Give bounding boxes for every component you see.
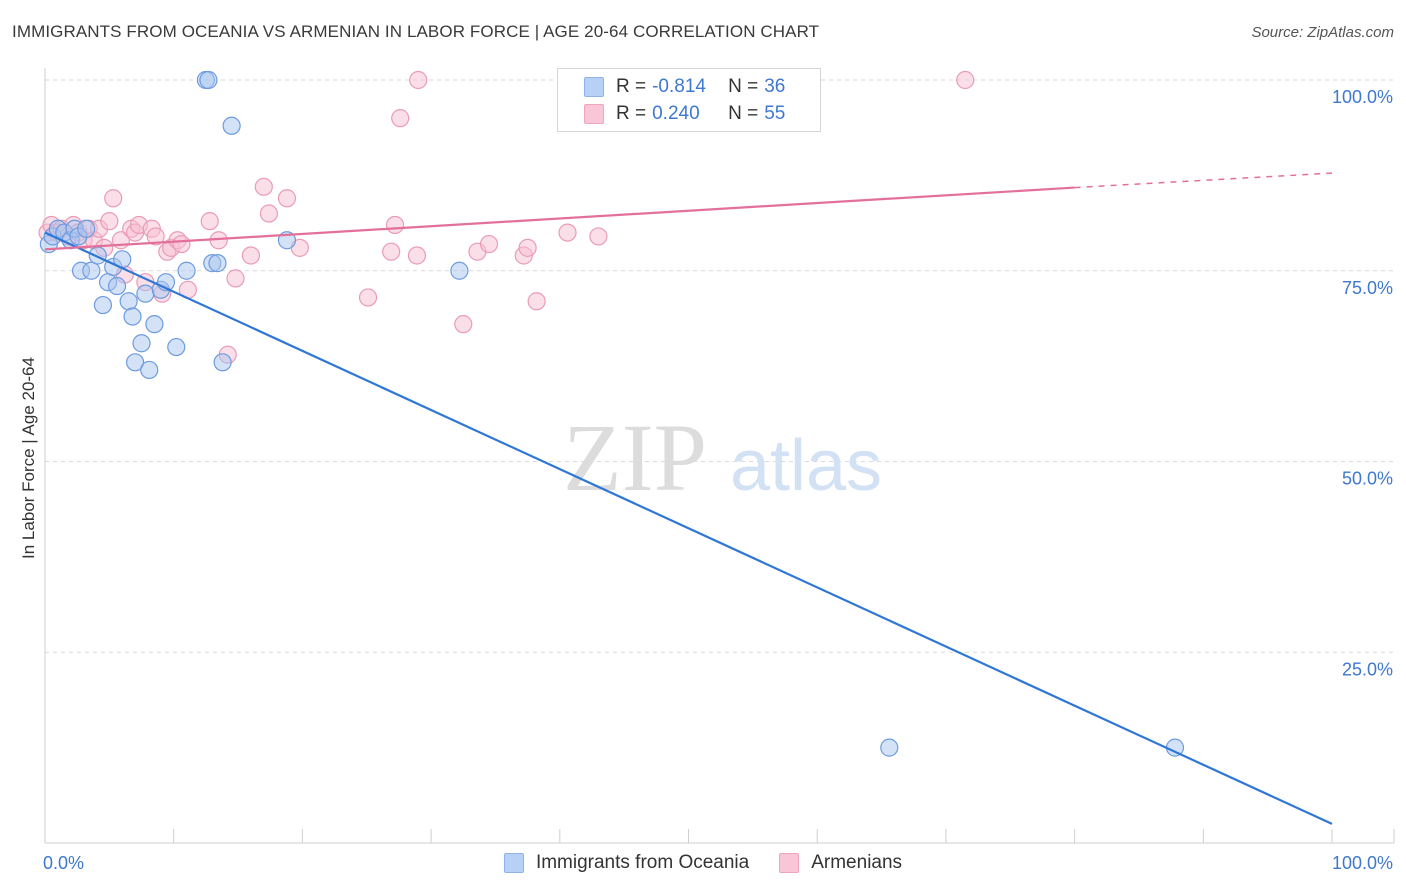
legend-r-label: R =: [616, 76, 647, 97]
y-axis-label: In Labor Force | Age 20-64: [19, 357, 38, 559]
armenians-trend-extension: [1074, 172, 1333, 189]
oceania-point-19: [132, 334, 151, 353]
armenians-point-41: [407, 246, 427, 265]
watermark-atlas: atlas: [730, 426, 882, 506]
x-tick-label-0: 0.0%: [43, 853, 84, 873]
legend-label-armenians: Armenians: [811, 852, 903, 873]
series-legend: Immigrants from Oceania Armenians: [0, 852, 1406, 874]
tick-labels: 25.0% 50.0% 75.0% 100.0% 0.0% 100.0%: [43, 87, 1393, 873]
legend-item-armenians[interactable]: Armenians: [779, 852, 902, 874]
gridlines: [45, 79, 1394, 653]
armenians-point-48: [527, 292, 546, 311]
oceania-trend-line: [44, 231, 1333, 825]
legend-r-value: -0.814: [652, 76, 706, 97]
armenians-point-49: [558, 223, 577, 242]
armenians-point-43: [454, 315, 473, 334]
stats-legend: R = -0.814 N = 36 R = 0.240 N = 55: [557, 68, 821, 132]
armenians-point-50: [589, 227, 608, 246]
y-tick-label-100: 100.0%: [1332, 87, 1393, 107]
oceania-point-30: [208, 254, 227, 273]
armenians-point-40: [391, 109, 410, 128]
oceania-point-9: [82, 261, 101, 280]
watermark-zip: ZIP: [563, 404, 707, 511]
armenians-point-21: [146, 227, 165, 246]
armenians-point-31: [226, 269, 245, 288]
chart-title: IMMIGRANTS FROM OCEANIA VS ARMENIAN IN L…: [12, 22, 820, 41]
armenians-point-39: [385, 215, 405, 235]
legend-row-oceania: R = -0.814 N = 36: [584, 74, 785, 100]
armenians-point-51: [956, 70, 975, 90]
source-label: Source: ZipAtlas.com: [1251, 24, 1394, 41]
armenians-point-45: [479, 234, 499, 254]
oceania-point-18: [125, 353, 145, 372]
armenians-point-26: [172, 234, 191, 254]
oceania-point-16: [119, 292, 138, 311]
y-tick-label-25: 25.0%: [1342, 659, 1393, 679]
oceania-point-34: [450, 261, 469, 280]
armenians-point-33: [254, 177, 273, 196]
oceania-point-25: [167, 337, 186, 357]
watermark: ZIP atlas: [563, 404, 882, 511]
armenians-point-42: [409, 70, 428, 90]
armenians-point-34: [259, 204, 279, 223]
trend-lines: [44, 172, 1333, 825]
legend-n-value: 55: [764, 103, 786, 124]
oceania-point-26: [177, 261, 196, 280]
y-tick-label-50: 50.0%: [1342, 469, 1393, 489]
oceania-point-35: [880, 738, 899, 757]
legend-swatch-pink: [584, 104, 604, 124]
legend-item-oceania[interactable]: Immigrants from Oceania: [503, 852, 750, 874]
armenians-point-13: [104, 189, 123, 208]
legend-n-value: 36: [764, 76, 786, 97]
oceania-point-10: [88, 246, 107, 265]
legend-n-label: N =: [728, 103, 759, 124]
oceania-point-17: [123, 307, 142, 326]
oceania-point-28: [199, 70, 218, 90]
armenians-point-47: [518, 238, 537, 257]
y-tick-label-75: 75.0%: [1342, 278, 1393, 298]
armenians-point-32: [241, 246, 261, 265]
armenians-points: [38, 70, 975, 364]
oceania-point-31: [213, 353, 232, 372]
oceania-point-22: [145, 315, 164, 334]
x-tick-label-100: 100.0%: [1332, 853, 1393, 873]
axes: [44, 68, 1395, 844]
armenians-point-35: [277, 189, 297, 208]
armenians-trend-line: [44, 186, 1075, 251]
legend-r-value: 0.240: [652, 103, 700, 124]
legend-n-label: N =: [728, 76, 759, 97]
legend-label-oceania: Immigrants from Oceania: [535, 852, 750, 873]
legend-row-armenians: R = 0.240 N = 55: [584, 101, 785, 127]
oceania-point-32: [222, 116, 241, 135]
oceania-point-20: [136, 284, 155, 303]
oceania-point-21: [140, 360, 159, 380]
legend-swatch-blue: [503, 853, 524, 873]
armenians-point-38: [382, 242, 401, 261]
armenians-point-37: [358, 288, 378, 307]
legend-r-label: R =: [616, 103, 647, 124]
oceania-point-11: [93, 295, 113, 315]
oceania-point-14: [107, 276, 127, 296]
armenians-point-28: [200, 212, 219, 231]
oceania-point-8: [77, 219, 96, 238]
oceania-points: [39, 70, 1185, 757]
armenians-point-12: [100, 212, 119, 231]
legend-swatch-blue: [584, 77, 604, 97]
legend-swatch-pink: [779, 853, 800, 873]
